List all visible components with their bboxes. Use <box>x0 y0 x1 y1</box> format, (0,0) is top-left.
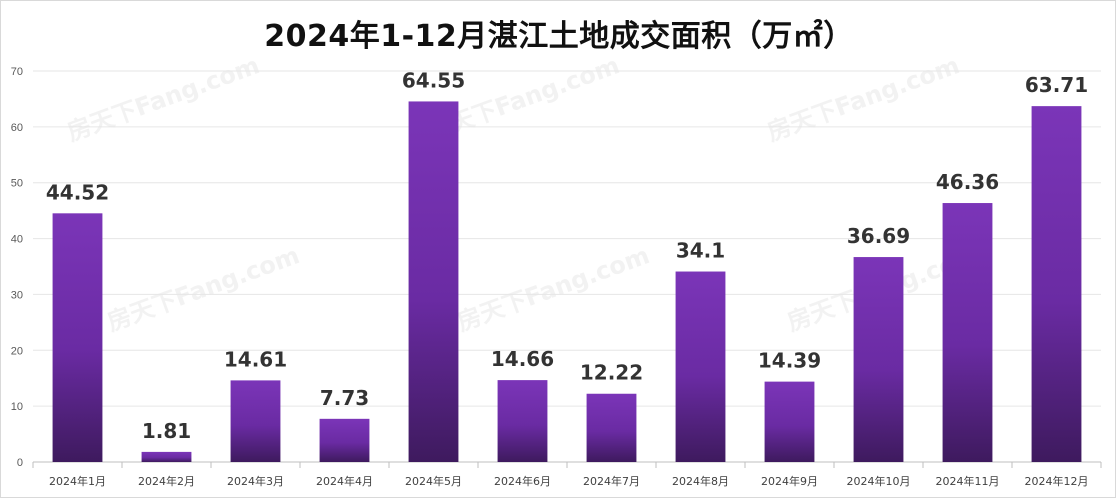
bar <box>764 381 815 462</box>
bar <box>230 380 281 462</box>
x-tick-label: 2024年9月 <box>761 474 818 488</box>
data-label: 36.69 <box>847 224 910 248</box>
watermark-text: 房天下Fang.com <box>103 241 303 337</box>
bar <box>408 101 459 463</box>
y-tick-label: 30 <box>11 289 23 301</box>
x-tick-label: 2024年4月 <box>316 474 373 488</box>
x-tick-label: 2024年3月 <box>227 474 284 488</box>
x-tick-label: 2024年10月 <box>847 474 911 488</box>
data-label: 46.36 <box>936 170 999 194</box>
bars <box>52 101 1082 463</box>
data-label: 14.39 <box>758 349 821 373</box>
grid-lines <box>32 70 1102 468</box>
watermark-layer: 房天下Fang.com 房天下Fang.com 房天下Fang.com 房天下Fang… <box>63 51 983 337</box>
bar <box>586 393 637 462</box>
data-label: 34.1 <box>676 239 725 263</box>
chart-title: 2024年1-12月湛江土地成交面积（万㎡） <box>264 19 854 54</box>
bar <box>319 418 370 462</box>
bar <box>141 451 192 462</box>
x-tick-label: 2024年1月 <box>49 474 106 488</box>
x-tick-label: 2024年2月 <box>138 474 195 488</box>
data-label: 64.55 <box>402 68 465 92</box>
y-tick-label: 40 <box>11 234 23 246</box>
y-tick-label: 10 <box>11 401 23 413</box>
bar <box>52 213 103 462</box>
y-tick-label: 60 <box>11 122 23 134</box>
x-tick-label: 2024年12月 <box>1025 474 1089 488</box>
watermark-text: 房天下Fang.com <box>453 241 653 337</box>
data-label: 14.61 <box>224 347 287 371</box>
data-label: 12.22 <box>580 361 643 385</box>
bar <box>675 271 726 462</box>
bar <box>942 203 993 463</box>
x-tick-label: 2024年8月 <box>672 474 729 488</box>
data-labels: 44.52 1.81 14.61 7.73 64.55 14.66 12.22 34.1 14.… <box>46 68 1088 442</box>
x-tick-label: 2024年6月 <box>494 474 551 488</box>
data-label: 44.52 <box>46 180 109 204</box>
data-label: 63.71 <box>1025 73 1088 97</box>
bar <box>1031 106 1082 462</box>
data-label: 7.73 <box>320 386 369 410</box>
y-tick-label: 70 <box>11 66 23 78</box>
y-tick-label: 50 <box>11 178 23 190</box>
y-tick-label: 0 <box>17 457 23 469</box>
bar <box>853 257 904 462</box>
data-label: 1.81 <box>142 419 191 443</box>
y-axis-ticks: 0 10 20 30 40 50 60 70 <box>11 66 23 469</box>
data-label: 14.66 <box>491 347 554 371</box>
bar <box>497 380 548 462</box>
x-tick-label: 2024年5月 <box>405 474 462 488</box>
watermark-text: 房天下Fang.com <box>63 51 263 147</box>
x-tick-label: 2024年11月 <box>936 474 1000 488</box>
watermark-text: 房天下Fang.com <box>763 51 963 147</box>
x-tick-label: 2024年7月 <box>583 474 640 488</box>
x-axis-categories: 2024年1月 2024年2月 2024年3月 2024年4月 2024年5月 2024年… <box>49 474 1089 488</box>
y-tick-label: 20 <box>11 345 23 357</box>
